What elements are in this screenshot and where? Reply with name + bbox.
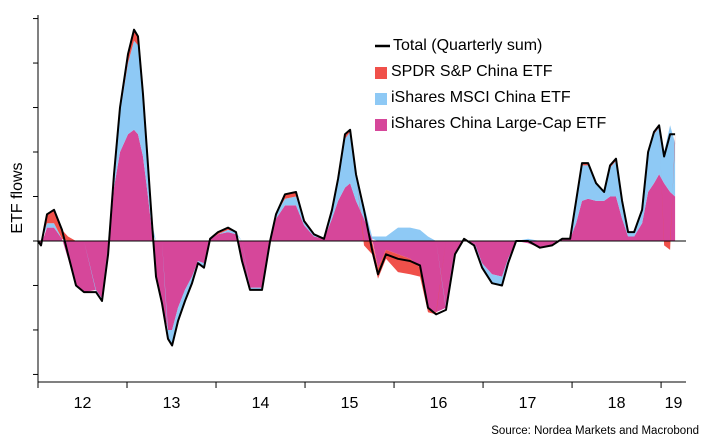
legend-swatch [375,119,387,131]
area-series [38,129,676,330]
source-note: Source: Nordea Markets and Macrobond [491,425,699,437]
legend-label: iShares China Large-Cap ETF [391,115,606,132]
y-axis-label: ETF flows [9,162,26,233]
legend-label: SPDR S&P China ETF [391,63,553,80]
x-tick-label: 16 [430,395,448,412]
area-series [38,40,676,346]
x-tick-label: 13 [163,395,181,412]
x-tick-label: 18 [608,395,626,412]
x-tick-label: 19 [665,395,683,412]
legend-swatch [375,93,387,105]
x-tick-label: 17 [519,395,537,412]
total-line [37,28,676,347]
x-tick-label: 12 [74,395,92,412]
legend-label: Total (Quarterly sum) [393,37,542,54]
x-tick-label: 15 [341,395,359,412]
legend-swatch [375,67,387,79]
legend-label: iShares MSCI China ETF [391,89,571,106]
x-tick-label: 14 [252,395,270,412]
